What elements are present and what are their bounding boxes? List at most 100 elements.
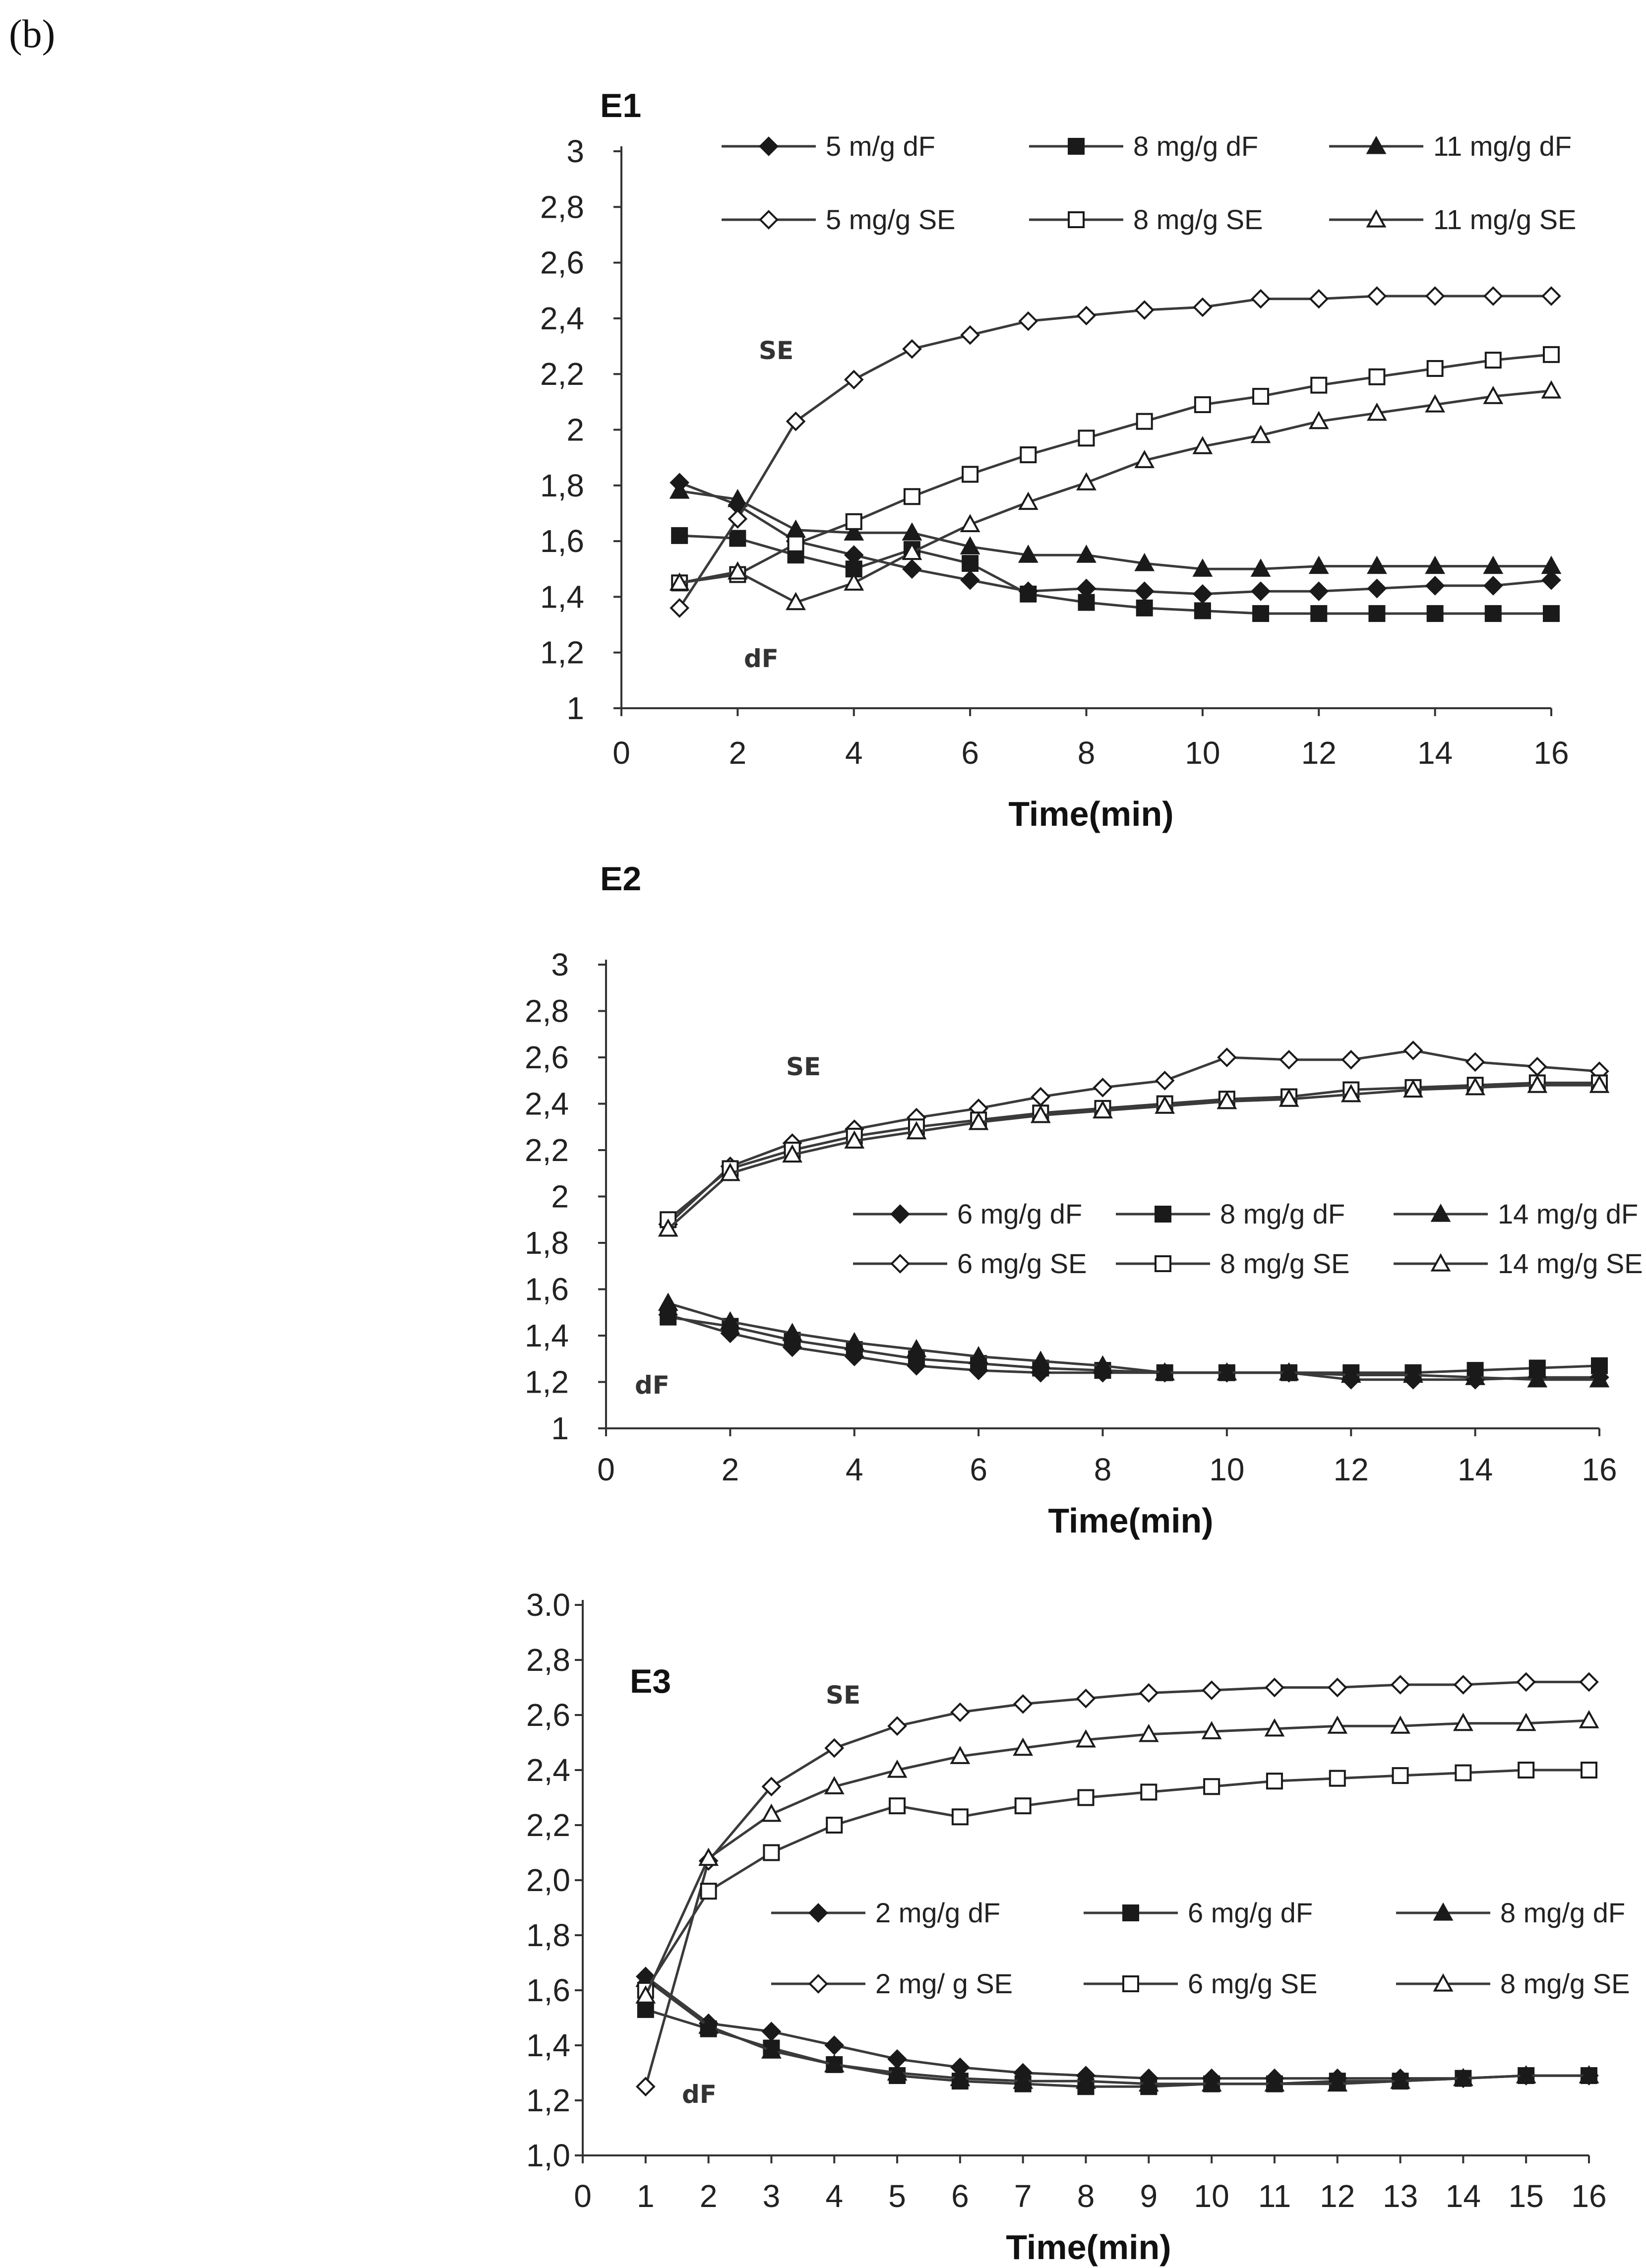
legend-item: 8 mg/g SE: [1116, 1248, 1349, 1279]
data-point: [698, 1847, 719, 1866]
data-point: [1155, 1362, 1175, 1381]
data-point: [1266, 1773, 1283, 1790]
series-line: [645, 1975, 1589, 2080]
data-point: [887, 1759, 908, 1778]
data-point: [1541, 555, 1562, 574]
data-point: [1327, 1677, 1347, 1698]
data-point: [670, 598, 690, 618]
data-point: [1013, 1694, 1033, 1714]
legend-label: 2 mg/g dF: [875, 1897, 1000, 1928]
data-point: [1484, 352, 1502, 369]
legend-marker: [1122, 1975, 1139, 1992]
series-6: [658, 1074, 1610, 1237]
series-4: [635, 1672, 1599, 2097]
series-line: [644, 1719, 1589, 1997]
data-point: [1309, 581, 1329, 601]
data-point: [1367, 578, 1387, 599]
data-point: [1134, 450, 1155, 468]
data-point: [1308, 555, 1329, 574]
data-point: [1518, 1762, 1535, 1778]
y-tick-label: 2,4: [540, 301, 584, 336]
data-point: [1139, 1683, 1159, 1703]
data-point: [1425, 555, 1446, 574]
chart-e2: E2 SE dF Time(min) 1 1,2 1,4 1,6 1,8 2 2,2 2,4 2…: [525, 860, 1643, 1540]
x-tick-label: 16: [1533, 735, 1569, 771]
data-point: [1392, 1767, 1409, 1784]
data-point: [1193, 584, 1213, 604]
data-point: [887, 2062, 908, 2081]
x-tick-label: 2: [729, 735, 747, 771]
y-tick-label: 1,4: [525, 1318, 569, 1353]
data-point: [763, 1844, 780, 1861]
data-point: [1465, 1077, 1486, 1096]
legend-label: 14 mg/g SE: [1498, 1248, 1643, 1279]
data-point: [1483, 555, 1504, 574]
y-tick-label: 2,4: [525, 1086, 569, 1122]
data-point: [1341, 1084, 1361, 1103]
legend-item: 14 mg/g dF: [1394, 1198, 1638, 1229]
data-point: [1390, 2071, 1410, 2089]
data-point: [1251, 581, 1271, 601]
data-point: [906, 1339, 927, 1357]
data-point: [727, 561, 748, 580]
data-point: [1310, 605, 1328, 622]
data-point: [951, 1808, 969, 1826]
x-tick-label: 4: [846, 1452, 863, 1487]
chart-e3: E3 SE dF Time(min) 1,0 1,2 1,4 1,6 1,8 2,0 2,2…: [526, 1587, 1630, 2267]
data-point: [669, 480, 690, 499]
legend: 5 m/g dF 8 mg/g dF 11 mg/g dF 5 mg/g SE 8 mg…: [722, 130, 1576, 235]
data-point: [1264, 1718, 1285, 1737]
data-point: [761, 2040, 782, 2059]
x-tick-label: 15: [1509, 2178, 1544, 2214]
data-point: [1390, 1716, 1410, 1734]
series-line: [678, 295, 1551, 609]
y-tick-label: 1: [566, 690, 584, 726]
legend-label: 2 mg/ g SE: [875, 1968, 1013, 1999]
annotation-se: SE: [786, 1052, 821, 1081]
data-point: [786, 592, 806, 611]
data-point: [637, 2001, 654, 2018]
legend: 6 mg/g dF 8 mg/g dF 14 mg/g dF 6 mg/g SE 8 m…: [853, 1198, 1643, 1279]
data-point: [1426, 360, 1444, 377]
x-tick-label: 13: [1383, 2178, 1418, 2214]
legend-marker: [759, 210, 779, 230]
data-point: [826, 1817, 843, 1834]
data-point: [1076, 2071, 1096, 2089]
x-tick-label: 16: [1571, 2178, 1606, 2214]
series-3: [635, 1968, 1599, 2092]
data-point: [1483, 386, 1504, 404]
data-point: [660, 1308, 677, 1326]
x-tick-label: 3: [763, 2178, 781, 2214]
data-point: [1403, 1364, 1423, 1383]
x-tick-label: 11: [1258, 2178, 1291, 2214]
x-tick-label: 16: [1582, 1452, 1617, 1487]
data-point: [1425, 286, 1445, 306]
x-tick-label: 6: [961, 735, 979, 771]
legend-marker: [1430, 1253, 1451, 1272]
data-point: [1134, 581, 1155, 601]
data-point: [1543, 605, 1560, 622]
data-point: [960, 514, 980, 533]
legend-item: 8 mg/g SE: [1396, 1968, 1630, 1999]
y-tick-label: 2,0: [526, 1862, 570, 1898]
y-tick-label: 3.0: [526, 1587, 570, 1623]
data-point: [1134, 552, 1155, 571]
y-tick-label: 2,2: [525, 1132, 569, 1168]
x-tick-label: 14: [1458, 1452, 1493, 1487]
data-point: [1327, 1716, 1348, 1734]
data-point: [1136, 599, 1153, 616]
data-point: [1030, 1350, 1051, 1369]
legend-item: 6 mg/g dF: [1084, 1897, 1313, 1928]
legend-item: 8 mg/g dF: [1116, 1198, 1345, 1229]
data-point: [1589, 1074, 1610, 1093]
legend-label: 6 mg/g SE: [1188, 1968, 1317, 1999]
data-point: [787, 535, 804, 552]
data-point: [1252, 605, 1270, 622]
data-point: [1078, 429, 1095, 447]
data-point: [1426, 605, 1444, 622]
data-point: [1579, 2065, 1599, 2084]
data-point: [786, 411, 806, 431]
x-tick-label: 8: [1094, 1452, 1112, 1487]
data-point: [1327, 2073, 1348, 2092]
